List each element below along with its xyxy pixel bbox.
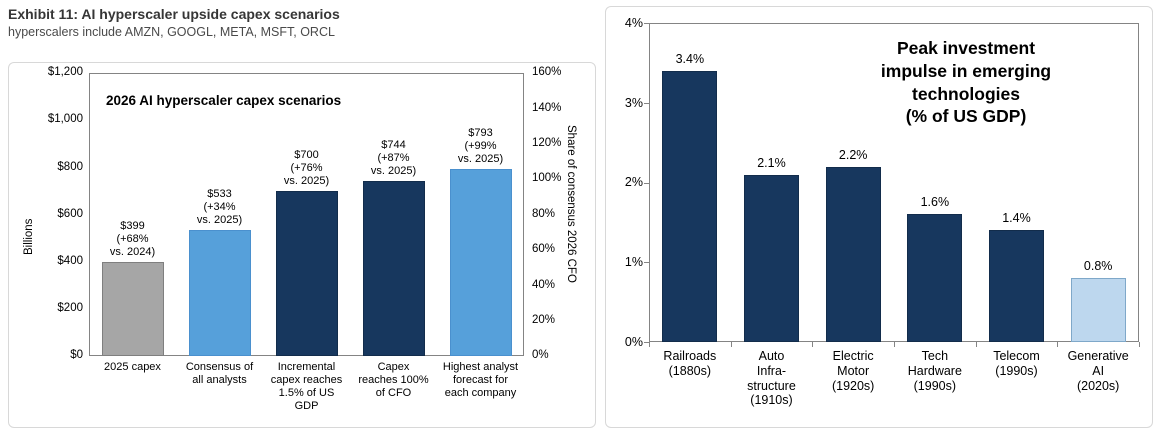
- y-tick-label-right: 40%: [532, 278, 556, 291]
- category-label: Electric Motor (1920s): [831, 349, 875, 393]
- category-label: Tech Hardware (1990s): [907, 349, 962, 393]
- category-label: Telecom (1990s): [993, 349, 1040, 378]
- bar-value-label: $399 (+68% vs. 2024): [109, 220, 156, 259]
- capex-y-axis-title: Billions: [23, 218, 35, 255]
- bar-value-label: $793 (+99% vs. 2025): [457, 127, 504, 166]
- category-label: Capex reaches 100% of CFO: [358, 361, 429, 399]
- bar-capex-4: [449, 169, 512, 356]
- y-tick-label-left: $200: [57, 302, 83, 315]
- y-tick-label-right: 120%: [532, 137, 562, 149]
- y-tick-label-left: $400: [57, 254, 83, 267]
- capex-right-axis-title: Share of consensus 2026 CFO: [565, 125, 577, 283]
- exhibit-title: Exhibit 11: AI hyperscaler upside capex …: [8, 6, 340, 22]
- y-tick-label-right: 100%: [532, 172, 562, 185]
- bar-impulse-2: [825, 167, 881, 342]
- y-tick-label-left: 1%: [624, 255, 643, 269]
- y-tick-label-right: 80%: [532, 207, 556, 220]
- y-tick-label-right: 140%: [532, 101, 562, 114]
- bar-value-label: 2.1%: [757, 156, 786, 171]
- category-label: Railroads (1880s): [663, 349, 717, 378]
- category-label: Generative AI (2020s): [1067, 349, 1129, 393]
- impulse-chart-panel: Peak investment impulse in emerging tech…: [605, 6, 1153, 428]
- y-tick-label-left: $1,200: [47, 66, 83, 79]
- bar-value-label: 2.2%: [838, 148, 868, 163]
- bar-impulse-5: [1070, 278, 1126, 342]
- bar-value-label: 0.8%: [1083, 259, 1113, 274]
- y-tick-mark: [644, 182, 649, 184]
- bar-value-label: 1.4%: [1002, 211, 1031, 226]
- bar-impulse-4: [989, 230, 1044, 342]
- x-tick-mark: [894, 342, 895, 347]
- bar-impulse-3: [907, 214, 963, 342]
- x-tick-mark: [1139, 342, 1140, 347]
- category-label: Incremental capex reaches 1.5% of US GDP: [270, 361, 343, 412]
- bar-capex-2: [275, 191, 338, 356]
- y-tick-mark: [644, 102, 649, 104]
- y-tick-label-left: $600: [57, 207, 83, 220]
- bar-impulse-0: [662, 71, 718, 342]
- y-tick-label-right: 20%: [532, 313, 556, 326]
- impulse-chart-title: Peak investment impulse in emerging tech…: [880, 38, 1052, 127]
- y-tick-label-left: 0%: [624, 334, 643, 349]
- bar-value-label: $533 (+34% vs. 2025): [196, 188, 243, 227]
- x-tick-mark: [812, 342, 814, 347]
- x-tick-mark: [1057, 342, 1059, 347]
- y-tick-label-left: 3%: [624, 95, 643, 110]
- capex-chart-title: 2026 AI hyperscaler capex scenarios: [106, 93, 342, 108]
- category-label: Highest analyst forecast for each compan…: [442, 361, 519, 399]
- x-tick-mark: [730, 342, 732, 347]
- y-tick-label-left: $0: [70, 349, 83, 362]
- y-tick-mark: [644, 262, 649, 264]
- bar-value-label: 3.4%: [675, 52, 705, 67]
- y-tick-label-right: 160%: [532, 66, 562, 79]
- exhibit-header: Exhibit 11: AI hyperscaler upside capex …: [8, 6, 340, 40]
- category-label: 2025 capex: [104, 361, 161, 373]
- y-tick-label-left: 4%: [624, 15, 643, 30]
- y-tick-mark: [644, 23, 649, 24]
- category-label: Consensus of all analysts: [185, 361, 254, 386]
- x-tick-mark: [649, 342, 650, 347]
- bar-value-label: $744 (+87% vs. 2025): [370, 139, 417, 178]
- capex-chart-panel: Billions 2026 AI hyperscaler capex scena…: [8, 62, 596, 428]
- bar-value-label: 1.6%: [920, 195, 950, 210]
- category-label: Auto Infra- structure (1910s): [747, 349, 796, 408]
- impulse-plot-area: [649, 23, 1139, 342]
- bar-value-label: $700 (+76% vs. 2025): [283, 149, 330, 188]
- x-tick-mark: [975, 342, 977, 347]
- y-tick-label-left: $800: [57, 160, 83, 173]
- bar-impulse-1: [744, 175, 799, 342]
- bar-capex-3: [362, 181, 425, 356]
- exhibit-subtitle: hyperscalers include AMZN, GOOGL, META, …: [8, 24, 335, 39]
- bar-capex-0: [101, 262, 164, 356]
- y-tick-label-right: 60%: [532, 243, 556, 256]
- y-tick-label-right: 0%: [532, 349, 549, 362]
- y-tick-label-left: 2%: [624, 175, 643, 190]
- y-tick-mark: [644, 342, 649, 343]
- bar-capex-1: [188, 230, 251, 356]
- y-tick-label-left: $1,000: [47, 113, 83, 126]
